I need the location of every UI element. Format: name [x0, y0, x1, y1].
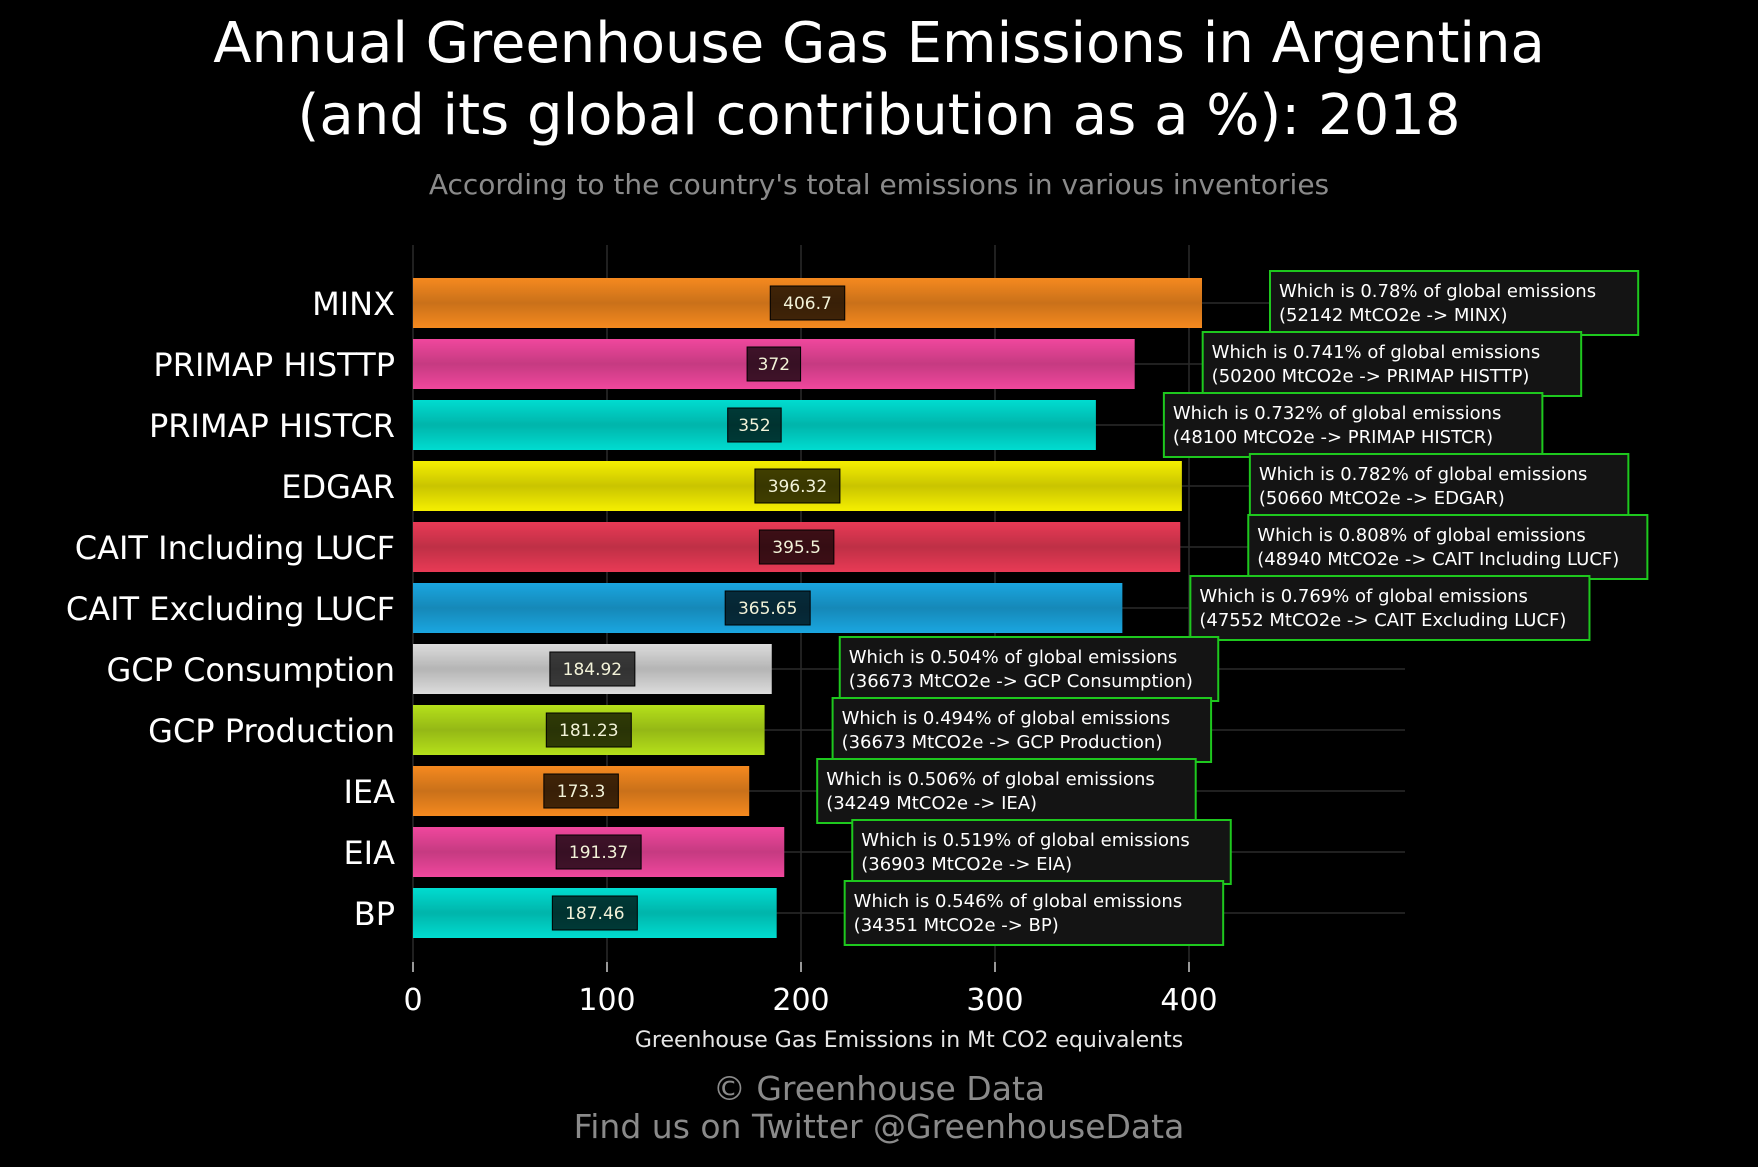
- x-tick-label: 0: [403, 983, 422, 1018]
- annotation-box: [1268, 270, 1640, 336]
- value-label: 396.32: [768, 477, 827, 497]
- value-label: 352: [738, 416, 770, 436]
- category-label: CAIT Including LUCF: [75, 529, 395, 567]
- footer-copyright: © Greenhouse Data: [712, 1069, 1046, 1108]
- value-label: 181.23: [559, 721, 618, 741]
- annotation-connectors: [749, 299, 1270, 917]
- value-label: 187.46: [565, 904, 624, 924]
- chart-subtitle: According to the country's total emissio…: [428, 168, 1330, 201]
- x-tick-label: 200: [772, 983, 829, 1018]
- value-label-box: [769, 285, 846, 321]
- value-label-box: [555, 834, 642, 870]
- value-label: 395.5: [772, 538, 821, 558]
- annotation-percent: Which is 0.741% of global emissions: [1212, 342, 1541, 363]
- x-tick-label: 100: [578, 983, 635, 1018]
- x-axis-label: Greenhouse Gas Emissions in Mt CO2 equiv…: [635, 1028, 1183, 1053]
- annotation-global-total: (52142 MtCO2e -> MINX): [1279, 305, 1508, 326]
- category-label: EDGAR: [281, 468, 395, 506]
- category-label: MINX: [312, 285, 395, 323]
- value-label: 191.37: [569, 843, 628, 863]
- value-label: 173.3: [557, 782, 606, 802]
- category-label: BP: [354, 895, 395, 933]
- annotation-global-total: (50660 MtCO2e -> EDGAR): [1259, 488, 1505, 509]
- chart-title: Annual Greenhouse Gas Emissions in Argen…: [213, 11, 1545, 148]
- x-tick-label: 300: [966, 983, 1023, 1018]
- annotation-box: [838, 636, 1220, 702]
- annotation-global-total: (36673 MtCO2e -> GCP Consumption): [849, 671, 1193, 692]
- annotation-percent: Which is 0.732% of global emissions: [1173, 403, 1502, 424]
- annotation-box: [1201, 331, 1583, 397]
- category-label: GCP Consumption: [106, 651, 395, 689]
- category-label: EIA: [343, 834, 395, 872]
- annotation-percent: Which is 0.519% of global emissions: [861, 830, 1190, 851]
- annotation-global-total: (36673 MtCO2e -> GCP Production): [842, 732, 1163, 753]
- annotations: Which is 0.78% of global emissions (52142…: [816, 270, 1649, 946]
- category-label: GCP Production: [148, 712, 395, 750]
- annotation-percent: Which is 0.769% of global emissions: [1199, 586, 1528, 607]
- annotation-percent: Which is 0.546% of global emissions: [854, 891, 1183, 912]
- value-label: 365.65: [738, 599, 797, 619]
- bars: 406.7 372 352 396.32 395.5 365.65 184.92 181.23…: [413, 278, 1202, 938]
- value-label-box: [551, 895, 638, 931]
- value-label: 406.7: [783, 294, 832, 314]
- value-label-box: [754, 468, 841, 504]
- annotation-global-total: (47552 MtCO2e -> CAIT Excluding LUCF): [1199, 610, 1566, 631]
- value-label-box: [724, 590, 811, 626]
- annotation-percent: Which is 0.506% of global emissions: [826, 769, 1155, 790]
- annotation-percent: Which is 0.78% of global emissions: [1279, 281, 1596, 302]
- category-label: PRIMAP HISTCR: [149, 407, 395, 445]
- category-label: PRIMAP HISTTP: [153, 346, 395, 384]
- annotation-box: [843, 880, 1225, 946]
- annotation-percent: Which is 0.808% of global emissions: [1257, 525, 1586, 546]
- value-label: 184.92: [563, 660, 622, 680]
- annotation-percent: Which is 0.782% of global emissions: [1259, 464, 1588, 485]
- value-label-box: [543, 773, 619, 809]
- annotation-global-total: (50200 MtCO2e -> PRIMAP HISTTP): [1212, 366, 1530, 387]
- footer: © Greenhouse Data Find us on Twitter @Gr…: [0, 1070, 1758, 1146]
- annotation-global-total: (34351 MtCO2e -> BP): [854, 915, 1059, 936]
- annotation-global-total: (48940 MtCO2e -> CAIT Including LUCF): [1257, 549, 1619, 570]
- value-label-box: [549, 651, 636, 687]
- value-label: 372: [758, 355, 790, 375]
- category-label: CAIT Excluding LUCF: [66, 590, 395, 628]
- annotation-global-total: (36903 MtCO2e -> EIA): [861, 854, 1072, 875]
- x-tick-label: 400: [1160, 983, 1217, 1018]
- annotation-box: [1189, 575, 1591, 641]
- annotation-percent: Which is 0.494% of global emissions: [842, 708, 1171, 729]
- footer-twitter: Find us on Twitter @GreenhouseData: [573, 1107, 1185, 1146]
- annotation-box: [1162, 392, 1544, 458]
- annotation-box: [851, 819, 1232, 885]
- annotation-global-total: (34249 MtCO2e -> IEA): [826, 793, 1037, 814]
- annotation-global-total: (48100 MtCO2e -> PRIMAP HISTCR): [1173, 427, 1493, 448]
- value-label-box: [746, 346, 802, 382]
- category-label: IEA: [343, 773, 395, 811]
- value-label-box: [758, 529, 835, 565]
- annotation-percent: Which is 0.504% of global emissions: [849, 647, 1178, 668]
- value-label-box: [545, 712, 632, 748]
- annotation-box: [816, 758, 1197, 824]
- axes: Greenhouse Gas Emissions in Mt CO2 equiv…: [66, 285, 1218, 1053]
- value-label-box: [727, 407, 782, 443]
